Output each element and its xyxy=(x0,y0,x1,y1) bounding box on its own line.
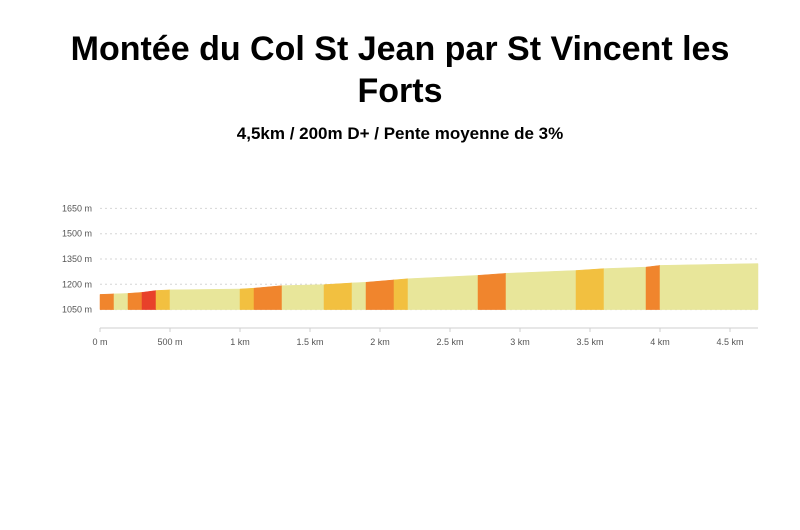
chart-subtitle: 4,5km / 200m D+ / Pente moyenne de 3% xyxy=(236,124,564,143)
elevation-segment xyxy=(393,278,409,310)
elevation-segment xyxy=(659,263,759,310)
y-tick-label: 1350 m xyxy=(62,254,92,264)
x-tick-label: 500 m xyxy=(157,337,182,347)
elevation-segment xyxy=(351,282,367,310)
y-tick-label: 1050 m xyxy=(62,305,92,315)
y-tick-label: 1200 m xyxy=(62,279,92,289)
elevation-segment xyxy=(127,292,143,310)
elevation-segment xyxy=(169,288,241,310)
x-tick-label: 2.5 km xyxy=(436,337,463,347)
x-tick-label: 4.5 km xyxy=(716,337,743,347)
elevation-segment xyxy=(603,266,647,310)
elevation-segment xyxy=(645,265,661,310)
x-tick-label: 3 km xyxy=(510,337,530,347)
axes: 1050 m 1200 m 1350 m 1500 m 1650 m 0 m 500 m 1 … xyxy=(62,203,758,347)
elevation-segment xyxy=(477,273,507,310)
elevation-segment xyxy=(575,268,605,310)
chart-title: Montée du Col St Jean par St Vincent les… xyxy=(70,30,730,110)
x-tick-label: 2 km xyxy=(370,337,390,347)
elevation-segment xyxy=(155,289,171,310)
elevation-segment xyxy=(99,293,115,310)
elevation-segment xyxy=(505,270,577,310)
x-tick-label: 1 km xyxy=(230,337,250,347)
elevation-segment xyxy=(113,293,129,310)
elevation-segment xyxy=(281,284,325,310)
elevation-segment xyxy=(239,287,255,310)
elevation-segment xyxy=(323,282,353,310)
y-tick-label: 1500 m xyxy=(62,229,92,239)
y-tick-label: 1650 m xyxy=(62,203,92,213)
x-tick-label: 4 km xyxy=(650,337,670,347)
elevation-segment xyxy=(253,285,283,310)
elevation-profile xyxy=(99,263,759,310)
elevation-segment xyxy=(407,275,479,310)
elevation-segment xyxy=(141,290,157,310)
elevation-segment xyxy=(365,279,395,310)
x-tick-label: 0 m xyxy=(92,337,107,347)
x-tick-label: 1.5 km xyxy=(296,337,323,347)
x-tick-label: 3.5 km xyxy=(576,337,603,347)
